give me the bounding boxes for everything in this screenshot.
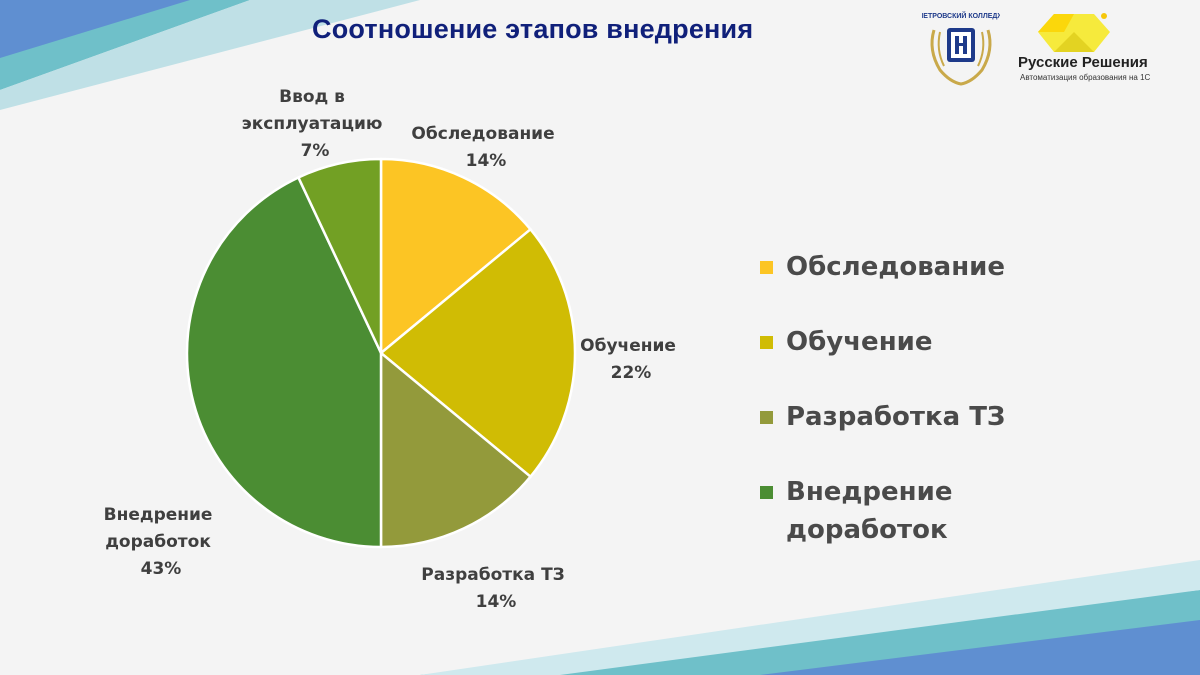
slice-label-obsledovanie-name: Обследование xyxy=(411,124,554,144)
slice-label-vnedrenie-value: 43% xyxy=(141,559,182,579)
legend-label-obuchenie: Обучение xyxy=(786,327,933,357)
pie-slice-3 xyxy=(185,176,383,549)
slice-label-obsledovanie: Обследование 14% xyxy=(411,124,560,171)
rr-logo-name: Русские Решения xyxy=(1018,54,1148,71)
college-logo-text: ПЕТРОВСКИЙ КОЛЛЕДЖ xyxy=(922,11,1000,20)
legend-label-obsledovanie: Обследование xyxy=(786,252,1006,282)
slice-label-vvod-name-1: Ввод в xyxy=(279,87,345,107)
legend-swatch-vnedrenie xyxy=(760,486,773,499)
slice-label-vnedrenie-name-2: доработок xyxy=(105,532,211,552)
legend-swatch-obsledovanie xyxy=(760,261,773,274)
slice-label-vvod-name-2: эксплуатацию xyxy=(242,114,383,134)
pie-slice-4 xyxy=(297,157,383,355)
slice-label-vnedrenie-name-1: Внедрение xyxy=(104,505,213,525)
slice-label-vvod-value: 7% xyxy=(301,141,330,161)
pie-slice-1 xyxy=(379,228,577,478)
college-crest-logo: ПЕТРОВСКИЙ КОЛЛЕДЖ xyxy=(922,11,1000,86)
slice-label-obuchenie-name: Обучение xyxy=(580,336,676,356)
pie-slice-2 xyxy=(379,351,532,549)
slice-label-vvod: Ввод в эксплуатацию 7% xyxy=(242,87,389,161)
top-left-band-light xyxy=(0,0,420,110)
russkie-resheniya-logo: Русские Решения Автоматизация образовани… xyxy=(1014,12,1154,90)
yellow-hexagon-logo xyxy=(1038,13,1110,52)
slide-title: Соотношение этапов внедрения xyxy=(312,14,754,44)
pie-slice-0 xyxy=(379,157,532,355)
bottom-right-band-dark xyxy=(760,620,1200,675)
slice-label-obuchenie: Обучение 22% xyxy=(580,336,682,383)
legend-label-razrabotka: Разработка ТЗ xyxy=(786,402,1006,432)
slice-label-obuchenie-value: 22% xyxy=(611,363,652,383)
top-left-band-dark xyxy=(0,0,190,58)
legend-swatch-razrabotka xyxy=(760,411,773,424)
legend-label-vnedrenie: Внедрение доработок xyxy=(786,477,953,545)
slice-label-razrabotka: Разработка ТЗ 14% xyxy=(421,565,570,612)
bottom-right-band-light xyxy=(420,560,1200,675)
rr-logo-tagline: Автоматизация образования на 1С xyxy=(1020,73,1151,82)
legend-swatch-obuchenie xyxy=(760,336,773,349)
slice-label-razrabotka-name: Разработка ТЗ xyxy=(421,565,564,585)
slice-label-obsledovanie-value: 14% xyxy=(466,151,507,171)
slice-label-razrabotka-value: 14% xyxy=(476,592,517,612)
slice-label-vnedrenie: Внедрение доработок 43% xyxy=(104,505,219,579)
